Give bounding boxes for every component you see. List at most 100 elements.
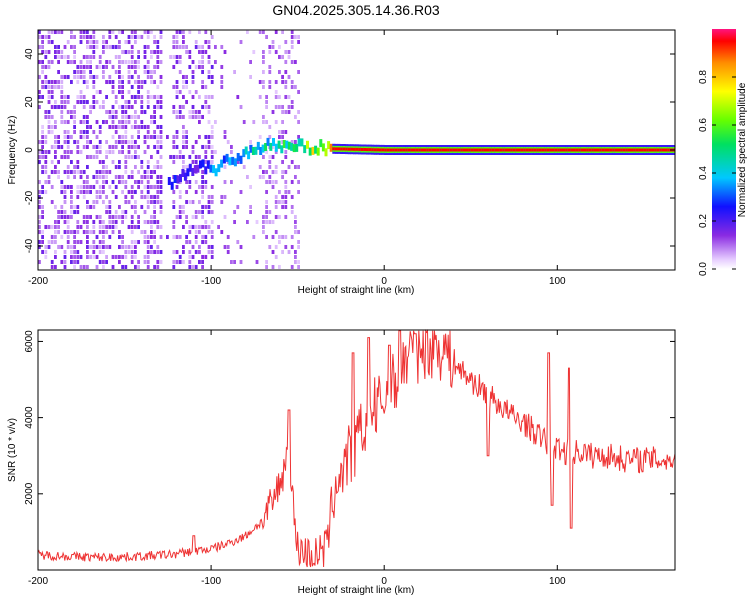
heatmap-cell xyxy=(118,105,121,109)
heatmap-cell xyxy=(207,210,211,214)
heatmap-cell xyxy=(143,110,147,114)
heatmap-cell xyxy=(274,30,278,34)
heatmap-cell xyxy=(95,245,99,249)
heatmap-cell xyxy=(178,110,182,114)
heatmap-cell xyxy=(198,50,201,54)
heatmap-cell xyxy=(284,150,288,154)
heatmap-cell xyxy=(156,165,160,169)
heatmap-cell xyxy=(201,45,204,49)
heatmap-cell xyxy=(268,210,272,214)
heatmap-cell xyxy=(124,130,128,134)
heatmap-cell xyxy=(290,40,294,44)
heatmap-cell xyxy=(178,155,182,159)
signal-cell-core xyxy=(494,148,498,152)
heatmap-cell xyxy=(198,225,201,229)
heatmap-cell xyxy=(297,35,300,39)
heatmap-cell xyxy=(239,245,243,249)
heatmap-cell xyxy=(76,145,80,149)
heatmap-cell xyxy=(204,100,208,104)
heatmap-cell xyxy=(79,30,83,34)
heatmap-cell xyxy=(278,265,281,269)
heatmap-cell xyxy=(114,195,118,199)
heatmap-cell xyxy=(57,60,60,64)
heatmap-cell xyxy=(274,180,278,184)
heatmap-cell xyxy=(140,110,144,114)
heatmap-cell xyxy=(92,175,96,179)
heatmap-cell xyxy=(76,195,80,199)
signal-cell-core xyxy=(392,148,396,152)
heatmap-cell xyxy=(121,120,124,124)
heatmap-cell xyxy=(41,70,44,74)
heatmap-cell xyxy=(60,120,64,124)
heatmap-cell xyxy=(137,180,140,184)
heatmap-cell xyxy=(98,195,102,199)
heatmap-cell xyxy=(159,175,163,179)
heatmap-cell xyxy=(57,230,60,234)
heatmap-cell xyxy=(121,75,124,79)
spectrogram-x-ticks: -200 -100 0 100 xyxy=(28,30,566,287)
heatmap-cell xyxy=(271,170,275,174)
heatmap-cell xyxy=(159,115,163,119)
heatmap-cell xyxy=(50,260,54,264)
heatmap-cell xyxy=(268,180,272,184)
heatmap-cell xyxy=(41,60,44,64)
signal-cell-core xyxy=(614,148,618,152)
spectrogram-cells xyxy=(38,30,300,269)
heatmap-cell xyxy=(98,130,102,134)
heatmap-cell xyxy=(102,250,105,254)
heatmap-cell xyxy=(76,150,80,154)
heatmap-cell xyxy=(188,30,192,34)
heatmap-cell xyxy=(102,185,105,189)
heatmap-cell xyxy=(137,35,140,39)
signal-cell-core xyxy=(447,148,451,152)
heatmap-cell xyxy=(182,130,185,134)
heatmap-cell xyxy=(86,185,89,189)
heatmap-cell xyxy=(102,245,105,249)
signal-cell-core xyxy=(342,147,346,151)
heatmap-cell xyxy=(54,165,57,169)
heatmap-cell xyxy=(92,75,96,79)
heatmap-cell xyxy=(146,250,150,254)
heatmap-cell xyxy=(290,85,294,89)
signal-cell xyxy=(282,140,286,148)
heatmap-cell xyxy=(73,130,76,134)
heatmap-cell xyxy=(150,115,153,119)
heatmap-cell xyxy=(127,200,131,204)
heatmap-cell xyxy=(239,260,243,264)
heatmap-cell xyxy=(82,135,86,139)
heatmap-cell xyxy=(207,75,211,79)
heatmap-cell xyxy=(188,255,192,259)
heatmap-cell xyxy=(50,40,54,44)
heatmap-cell xyxy=(150,80,153,84)
heatmap-cell xyxy=(105,60,108,64)
heatmap-cell xyxy=(191,255,195,259)
heatmap-cell xyxy=(153,135,156,139)
heatmap-cell xyxy=(204,145,208,149)
heatmap-cell xyxy=(70,185,73,189)
heatmap-cell xyxy=(268,85,272,89)
signal-cell-core xyxy=(462,148,466,152)
heatmap-cell xyxy=(114,100,118,104)
heatmap-cell xyxy=(182,115,185,119)
heatmap-cell xyxy=(153,185,156,189)
heatmap-cell xyxy=(134,255,137,259)
signal-cell-core xyxy=(565,148,569,152)
heatmap-cell xyxy=(73,140,76,144)
heatmap-cell xyxy=(124,40,128,44)
signal-cell-core xyxy=(554,148,558,152)
heatmap-cell xyxy=(137,220,140,224)
heatmap-cell xyxy=(79,65,83,69)
heatmap-cell xyxy=(198,250,201,254)
heatmap-cell xyxy=(73,120,76,124)
heatmap-cell xyxy=(262,120,265,124)
heatmap-cell xyxy=(204,235,208,239)
heatmap-cell xyxy=(194,40,198,44)
heatmap-cell xyxy=(124,100,128,104)
heatmap-cell xyxy=(54,100,57,104)
heatmap-cell xyxy=(86,245,89,249)
heatmap-cell xyxy=(281,175,284,179)
heatmap-cell xyxy=(198,210,201,214)
signal-cell-core xyxy=(381,148,385,152)
colorbar: 0.00.20.40.60.8 Normalized spectral ampl… xyxy=(698,29,748,276)
heatmap-cell xyxy=(172,200,176,204)
